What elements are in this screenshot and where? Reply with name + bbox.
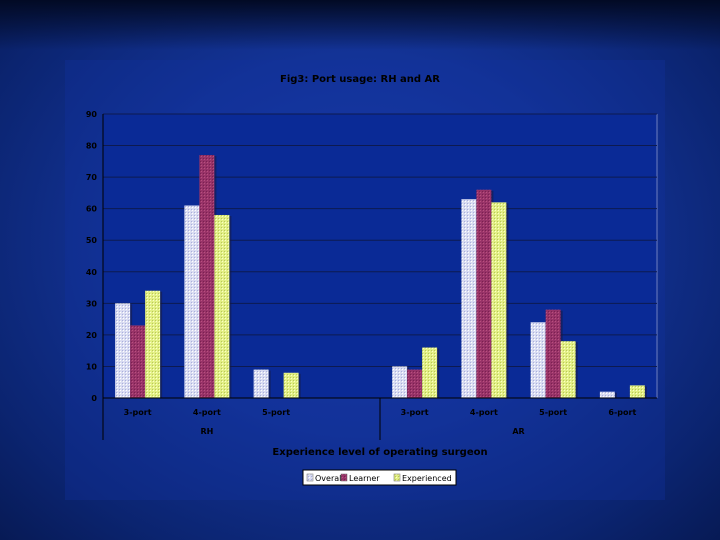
bars bbox=[115, 155, 647, 398]
bar-overall-7 bbox=[599, 391, 615, 398]
bar-learner-4 bbox=[407, 369, 423, 398]
y-tick-label: 60 bbox=[86, 205, 98, 214]
bar-learner-6 bbox=[545, 309, 561, 398]
x-tick-label: 3-port bbox=[124, 408, 152, 417]
chart-title: Fig3: Port usage: RH and AR bbox=[280, 74, 440, 85]
legend-label-overall: Overall bbox=[315, 474, 344, 483]
x-tick-label: 4-port bbox=[470, 408, 498, 417]
bar-overall-2 bbox=[253, 369, 269, 398]
legend-swatch-learner bbox=[340, 473, 348, 482]
bar-learner-5 bbox=[476, 189, 492, 398]
bar-overall-5 bbox=[461, 199, 477, 398]
legend: Overall Learner Experienced bbox=[302, 469, 457, 486]
bar-overall-4 bbox=[392, 366, 408, 398]
bar-experienced-6 bbox=[560, 341, 576, 398]
x-group-label: AR bbox=[512, 427, 524, 436]
legend-swatch-overall bbox=[306, 473, 314, 482]
x-tick-label: 6-port bbox=[608, 408, 636, 417]
x-tick-label: 5-port bbox=[262, 408, 290, 417]
x-tick-label: 3-port bbox=[401, 408, 429, 417]
x-tick-label: 5-port bbox=[539, 408, 567, 417]
y-tick-label: 50 bbox=[86, 236, 98, 245]
bar-experienced-7 bbox=[629, 385, 645, 398]
legend-swatch-experienced bbox=[393, 473, 401, 482]
bar-overall-0 bbox=[115, 303, 131, 398]
bar-overall-6 bbox=[530, 322, 546, 398]
y-tick-label: 20 bbox=[86, 331, 98, 340]
y-tick-label: 0 bbox=[91, 394, 97, 403]
y-tick-label: 40 bbox=[86, 268, 98, 277]
x-tick-label: 4-port bbox=[193, 408, 221, 417]
bar-learner-1 bbox=[199, 155, 215, 398]
legend-label-learner: Learner bbox=[349, 474, 380, 483]
legend-label-experienced: Experienced bbox=[402, 474, 452, 483]
bar-experienced-4 bbox=[422, 347, 438, 398]
x-axis-categories: 3-port 4-port 5-port 3-port 4-port 5-port 6-po… bbox=[124, 408, 637, 417]
y-tick-label: 70 bbox=[86, 173, 98, 182]
x-axis-title: Experience level of operating surgeon bbox=[272, 447, 487, 458]
bar-experienced-1 bbox=[214, 214, 230, 398]
bar-experienced-2 bbox=[283, 372, 299, 398]
y-tick-label: 10 bbox=[86, 362, 98, 371]
slide-top-shade bbox=[0, 0, 720, 50]
y-tick-label: 80 bbox=[86, 142, 98, 151]
y-tick-label: 30 bbox=[86, 299, 98, 308]
y-tick-label: 90 bbox=[86, 110, 98, 119]
bar-learner-0 bbox=[130, 325, 146, 398]
y-axis-ticks: 0 10 20 30 40 50 60 70 80 90 bbox=[86, 110, 98, 403]
bar-experienced-5 bbox=[491, 202, 507, 398]
x-group-label: RH bbox=[200, 427, 213, 436]
x-axis-groups: RH AR bbox=[200, 427, 524, 436]
bar-overall-1 bbox=[184, 205, 200, 398]
bar-experienced-0 bbox=[145, 290, 161, 398]
